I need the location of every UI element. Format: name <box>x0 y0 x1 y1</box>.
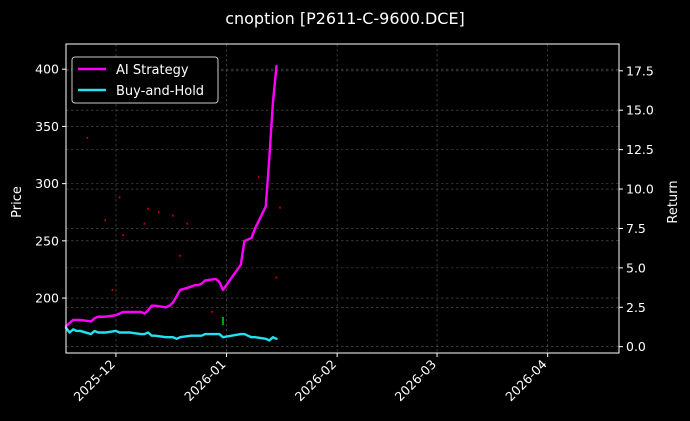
y-axis-left-title: Price <box>10 186 25 218</box>
chart-title: cnoption [P2611-C-9600.DCE] <box>225 9 465 28</box>
price-marker <box>118 196 121 199</box>
price-marker-layer <box>86 136 281 325</box>
plot-frame <box>65 43 620 354</box>
y-axis-right-title: Return <box>666 180 681 223</box>
price-marker <box>111 289 114 292</box>
price-marker <box>211 310 214 313</box>
price-marker <box>157 211 160 214</box>
y-right-tick-label: 15.0 <box>626 103 654 118</box>
price-marker <box>172 214 174 217</box>
y-right-tick-label: 17.5 <box>626 63 654 78</box>
y-right-tick-label: 2.5 <box>626 300 646 315</box>
price-marker <box>279 206 281 209</box>
series-layer <box>64 64 278 342</box>
price-marker <box>104 219 107 222</box>
series-line-ai-strategy <box>64 64 278 328</box>
price-marker <box>179 254 181 257</box>
price-marker <box>275 276 278 279</box>
legend: AI Strategy Buy-and-Hold <box>71 56 219 104</box>
y-left-tick-label: 400 <box>35 62 59 77</box>
y-right-tick-label: 5.0 <box>626 260 646 275</box>
legend-label-ai-strategy: AI Strategy <box>116 63 189 78</box>
price-marker <box>186 222 189 225</box>
y-left-tick-label: 250 <box>35 233 59 248</box>
legend-box <box>71 56 219 104</box>
y-left-tick-label: 300 <box>35 176 59 191</box>
series-line-buy-and-hold <box>64 326 278 342</box>
y-left-tick-label: 350 <box>35 119 59 134</box>
y-left-tick-label: 200 <box>35 291 59 306</box>
y-right-tick-label: 0.0 <box>626 339 646 354</box>
price-marker <box>122 234 124 237</box>
price-marker <box>147 207 149 210</box>
price-marker <box>143 222 146 225</box>
price-marker <box>222 316 224 325</box>
legend-label-buy-and-hold: Buy-and-Hold <box>116 84 204 99</box>
y-right-tick-label: 7.5 <box>626 221 646 236</box>
price-marker <box>257 175 260 178</box>
y-right-tick-label: 12.5 <box>626 142 654 157</box>
y-right-tick-label: 10.0 <box>626 182 654 197</box>
price-marker <box>86 136 89 139</box>
